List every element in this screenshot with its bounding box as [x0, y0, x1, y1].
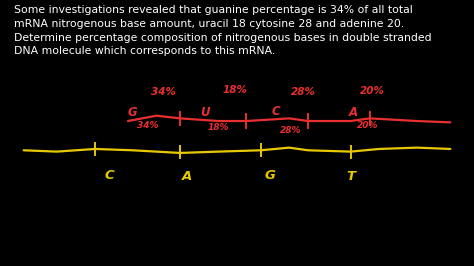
Text: C: C: [271, 105, 280, 118]
Text: U: U: [200, 106, 210, 119]
Text: 18%: 18%: [222, 85, 247, 95]
Text: G: G: [265, 169, 275, 182]
Text: A: A: [182, 171, 192, 183]
Text: 34%: 34%: [137, 121, 158, 130]
Text: A: A: [348, 106, 357, 119]
Text: 28%: 28%: [291, 87, 316, 97]
Text: 18%: 18%: [208, 123, 229, 132]
Text: 28%: 28%: [280, 126, 301, 135]
Text: G: G: [128, 106, 137, 119]
Text: Some investigations revealed that guanine percentage is 34% of all total
mRNA ni: Some investigations revealed that guanin…: [14, 5, 432, 56]
Text: C: C: [104, 169, 114, 182]
Text: 20%: 20%: [356, 120, 378, 130]
Text: 20%: 20%: [360, 86, 384, 96]
Text: 34%: 34%: [151, 87, 176, 97]
Text: T: T: [346, 170, 355, 182]
